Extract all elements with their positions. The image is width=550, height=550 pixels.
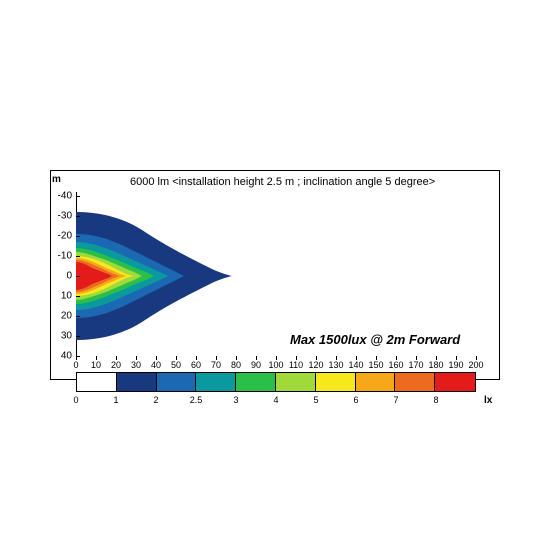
legend-break-label: 2 [153,395,158,405]
chart-title: 6000 lm <installation height 2.5 m ; inc… [130,176,435,188]
ytick-label: -10 [50,251,72,262]
ytick-label: 20 [50,311,72,322]
legend-break-label: 5 [313,395,318,405]
xtick-label: 20 [111,360,121,370]
xtick-label: 180 [428,360,443,370]
ytick-label: 0 [50,271,72,282]
xtick-label: 160 [388,360,403,370]
y-axis-unit: m [52,174,61,185]
legend-break-label: 0 [73,395,78,405]
xtick-label: 170 [408,360,423,370]
xtick-label: 60 [191,360,201,370]
xtick-label: 90 [251,360,261,370]
lux-legend-unit: lx [484,395,492,406]
legend-swatch [196,373,236,391]
ytick-mark [76,216,80,217]
legend-break-label: 7 [393,395,398,405]
xtick-label: 110 [289,360,303,370]
legend-swatch [356,373,396,391]
legend-swatch [157,373,197,391]
xtick-label: 130 [328,360,343,370]
ytick-label: 40 [50,351,72,362]
legend-break-label: 1 [113,395,118,405]
legend-swatch [316,373,356,391]
ytick-label: 10 [50,291,72,302]
legend-break-label: 4 [273,395,278,405]
xtick-label: 190 [448,360,463,370]
xtick-label: 0 [73,360,78,370]
ytick-mark [76,316,80,317]
xtick-label: 120 [308,360,323,370]
xtick-label: 140 [348,360,363,370]
xtick-label: 30 [131,360,141,370]
ytick-mark [76,256,80,257]
ytick-label: -40 [50,191,72,202]
legend-swatch [395,373,435,391]
ytick-label: -20 [50,231,72,242]
legend-swatch [77,373,117,391]
legend-swatch [236,373,276,391]
xtick-label: 150 [368,360,383,370]
ytick-label: -30 [50,211,72,222]
xtick-label: 70 [211,360,221,370]
legend-break-label: 2.5 [190,395,203,405]
ytick-mark [76,296,80,297]
ytick-mark [76,336,80,337]
legend-swatch [117,373,157,391]
ytick-mark [76,196,80,197]
lux-legend [76,372,476,392]
xtick-label: 10 [91,360,101,370]
legend-swatch [435,373,475,391]
ytick-mark [76,276,80,277]
ytick-mark [76,236,80,237]
legend-break-label: 8 [433,395,438,405]
xtick-label: 50 [171,360,181,370]
ytick-label: 30 [50,331,72,342]
xtick-label: 200 [468,360,483,370]
xtick-label: 80 [231,360,241,370]
xtick-label: 40 [151,360,161,370]
legend-break-label: 6 [353,395,358,405]
xtick-label: 100 [268,360,283,370]
legend-break-label: 3 [233,395,238,405]
legend-swatch [276,373,316,391]
max-lux-annotation: Max 1500lux @ 2m Forward [290,332,460,347]
